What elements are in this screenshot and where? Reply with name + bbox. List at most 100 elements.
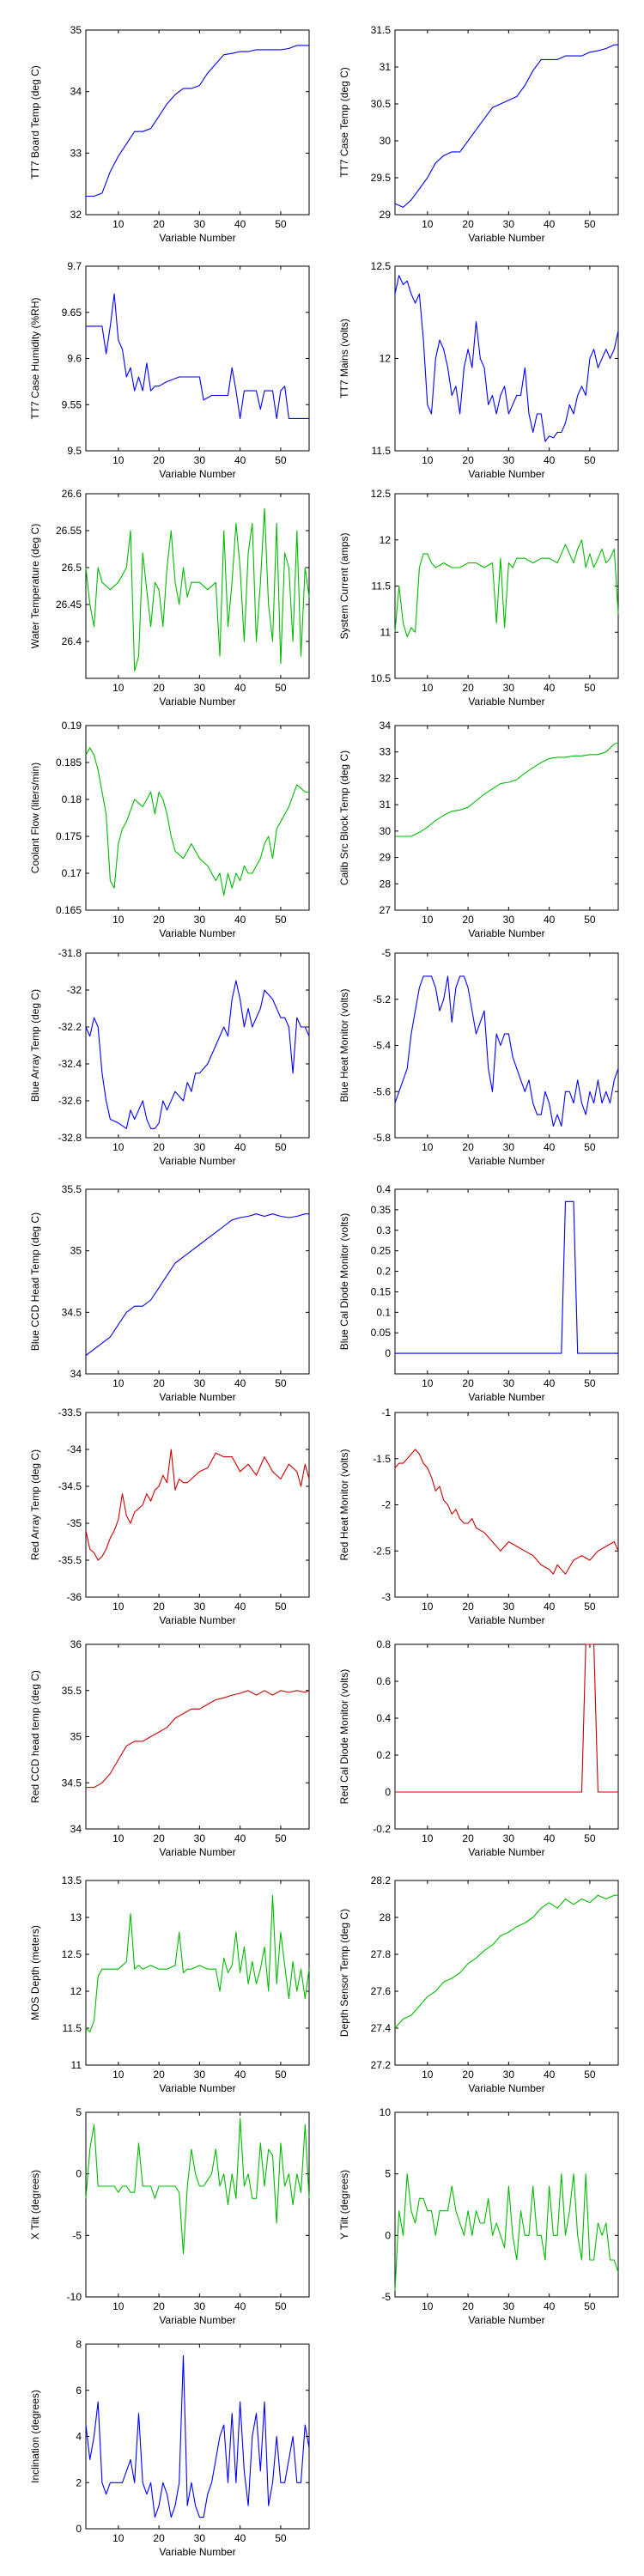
y-axis-label: Red Heat Monitor (volts) [338, 1449, 350, 1560]
y-tick-label: 12 [70, 1985, 82, 1997]
x-tick-label: 30 [503, 1601, 515, 1613]
x-tick-label: 50 [584, 454, 596, 466]
x-tick-label: 40 [544, 454, 556, 466]
y-tick-label: 28 [380, 1911, 392, 1923]
x-tick-label: 10 [112, 914, 125, 926]
y-tick-label: 0.17 [62, 867, 82, 879]
chart-8: 10 20 30 40 50 27 28 29 30 31 32 33 34 Variable Numbe… [338, 720, 619, 939]
y-tick-label: 35 [70, 1245, 82, 1257]
y-axis-label: Red Array Temp (deg C) [29, 1449, 41, 1560]
x-tick-label: 40 [234, 1832, 246, 1844]
x-axis-label: Variable Number [468, 2082, 544, 2094]
y-tick-label: 32 [380, 772, 392, 784]
series-line [394, 1894, 618, 2029]
x-tick-label: 10 [422, 454, 434, 466]
x-tick-label: 10 [422, 2300, 434, 2312]
plot-frame [394, 952, 619, 1139]
y-tick-label: 0.185 [56, 756, 82, 769]
y-axis-label: Red CCD head temp (deg C) [29, 1670, 41, 1803]
x-tick-label: 50 [275, 1601, 287, 1613]
y-tick-label: 34 [70, 1823, 82, 1835]
series-line [394, 275, 619, 442]
x-tick-label: 10 [112, 1141, 125, 1153]
x-tick-label: 30 [503, 2300, 515, 2312]
plot-frame [394, 2111, 619, 2298]
y-tick-label: 12.5 [62, 1948, 82, 1960]
x-axis-label: Variable Number [159, 1391, 235, 1403]
y-tick-label: -35 [67, 1517, 82, 1529]
x-tick-label: 40 [544, 2069, 556, 2081]
x-tick-label: 20 [153, 454, 165, 466]
x-tick-label: 10 [422, 2069, 434, 2081]
y-axis-label: TT7 Case Temp (deg C) [338, 67, 350, 178]
y-tick-label: 11 [380, 626, 392, 638]
x-tick-label: 50 [584, 2300, 596, 2312]
y-tick-label: 0.2 [376, 1749, 391, 1761]
plot-frame [394, 1412, 619, 1598]
y-tick-label: 0.3 [376, 1224, 391, 1236]
plot-frame [85, 2111, 310, 2298]
y-tick-label: -34 [67, 1443, 82, 1455]
x-tick-label: 10 [422, 1141, 434, 1153]
x-axis-label: Variable Number [468, 1614, 544, 1626]
x-axis-label: Variable Number [468, 2314, 544, 2326]
x-tick-label: 50 [275, 454, 287, 466]
y-tick-label: 30 [380, 825, 392, 837]
x-tick-label: 40 [234, 1601, 246, 1613]
plot-frame [85, 1188, 310, 1375]
y-axis-label: Blue Cal Diode Monitor (volts) [338, 1213, 350, 1350]
series-line [86, 1690, 310, 1789]
y-tick-label: 29 [380, 209, 392, 221]
y-tick-label: 0.2 [376, 1266, 391, 1278]
chart-4: 10 20 30 40 50 11.5 12 12.5 Variable Number TT7 M… [338, 260, 619, 480]
x-axis-label: Variable Number [159, 2314, 235, 2326]
x-tick-label: 30 [503, 2069, 515, 2081]
chart-18: 10 20 30 40 50 27.2 27.4 27.6 27.8 28 28.2 Variable… [338, 1874, 619, 2094]
x-tick-label: 50 [584, 682, 596, 694]
y-tick-label: 30 [380, 135, 392, 147]
y-tick-label: 0.4 [376, 1712, 391, 1724]
x-tick-label: 40 [234, 454, 246, 466]
x-tick-label: 40 [234, 2532, 246, 2544]
y-tick-label: 11.5 [372, 445, 392, 457]
x-tick-label: 30 [503, 218, 515, 230]
x-axis-label: Variable Number [468, 696, 544, 708]
x-tick-label: 50 [275, 1832, 287, 1844]
x-tick-label: 30 [194, 1377, 206, 1389]
x-tick-label: 20 [153, 1832, 165, 1844]
x-tick-label: 30 [194, 2300, 206, 2312]
series-line [394, 44, 618, 208]
y-tick-label: -5 [72, 2229, 82, 2241]
x-tick-label: 50 [275, 682, 287, 694]
y-tick-label: 0 [385, 2229, 391, 2241]
x-tick-label: 30 [503, 1141, 515, 1153]
x-tick-label: 50 [275, 1377, 287, 1389]
x-tick-label: 20 [462, 218, 474, 230]
x-tick-label: 20 [462, 1141, 474, 1153]
plot-frame [85, 1643, 310, 1830]
x-axis-label: Variable Number [159, 927, 235, 939]
x-tick-label: 10 [422, 1601, 434, 1613]
chart-14: 10 20 30 40 50 -3 -2.5 -2 -1.5 -1 Variable Number R… [338, 1406, 619, 1626]
x-tick-label: 30 [194, 218, 206, 230]
x-tick-label: 50 [584, 1377, 596, 1389]
plot-frame [85, 29, 310, 216]
plot-frame [85, 493, 310, 679]
y-tick-label: 0.15 [371, 1285, 392, 1297]
x-tick-label: 20 [462, 2300, 474, 2312]
x-tick-label: 20 [153, 682, 165, 694]
chart-1: 10 20 30 40 50 32 33 34 35 Variable Number TT7 Boa… [29, 24, 310, 244]
x-tick-label: 20 [462, 1832, 474, 1844]
x-tick-label: 10 [112, 682, 125, 694]
x-tick-label: 30 [503, 682, 515, 694]
y-tick-label: 30.5 [371, 98, 392, 110]
y-tick-label: 35 [70, 24, 82, 36]
y-tick-label: 8 [76, 2338, 82, 2350]
y-tick-label: 13 [70, 1911, 82, 1923]
y-tick-label: 33 [70, 147, 82, 159]
y-tick-label: 0 [76, 2523, 82, 2535]
y-tick-label: 12.5 [371, 488, 392, 500]
y-tick-label: 4 [76, 2431, 82, 2443]
x-tick-label: 50 [584, 914, 596, 926]
y-tick-label: 27.6 [371, 1985, 392, 1997]
